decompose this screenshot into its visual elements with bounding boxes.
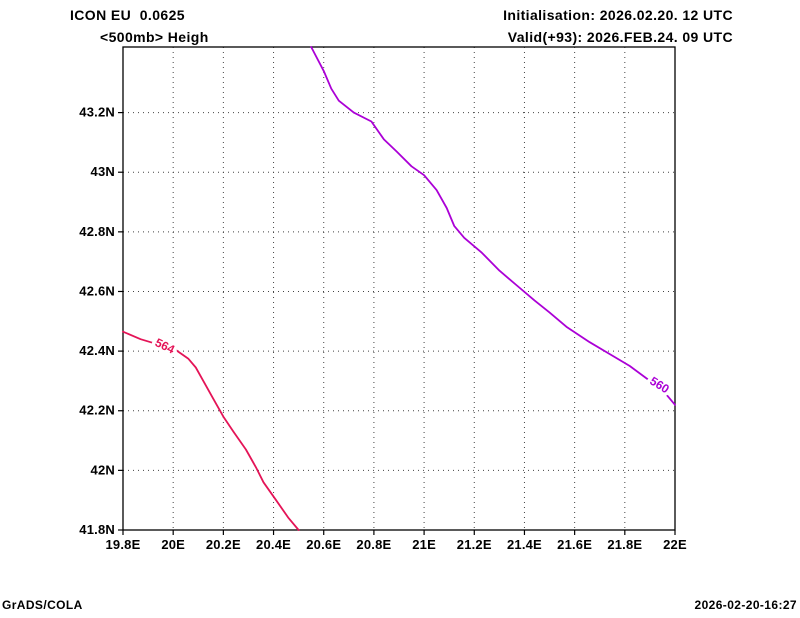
contour-line (310, 46, 676, 406)
y-tick-label: 41.8N (79, 522, 115, 537)
x-tick-label: 21.6E (557, 537, 592, 552)
graticule-grid (123, 47, 675, 530)
valid-time: Valid(+93): 2026.FEB.24. 09 UTC (507, 29, 733, 45)
y-tick-label: 43.2N (79, 105, 115, 120)
x-tick-label: 21E (412, 537, 436, 552)
contour-line (122, 330, 300, 531)
contour-value-label: 560 (647, 374, 672, 397)
x-tick-label: 20.2E (206, 537, 241, 552)
x-tick-label: 22E (663, 537, 687, 552)
x-tick-label: 21.4E (507, 537, 542, 552)
plot-frame (122, 46, 676, 531)
initialisation-time: Initialisation: 2026.02.20. 12 UTC (503, 7, 733, 23)
x-tick-label: 20.6E (306, 537, 341, 552)
x-tick-label: 20E (161, 537, 185, 552)
creation-timestamp: 2026-02-20-16:27 (694, 598, 797, 612)
contour-value-label: 564 (153, 335, 177, 357)
field-title: <500mb> Heigh (100, 29, 209, 45)
grads-cola-credit: GrADS/COLA (2, 598, 83, 612)
x-tick-label: 19.8E (106, 537, 141, 552)
x-tick-label: 20.8E (356, 537, 391, 552)
x-tick-label: 20.4E (256, 537, 291, 552)
model-title: ICON EU 0.0625 (70, 7, 185, 23)
y-tick-label: 42.6N (79, 283, 115, 298)
x-tick-label: 21.2E (457, 537, 492, 552)
y-tick-label: 42.2N (79, 403, 115, 418)
axes: 19.8E 20E 20.2E 20.4E 20.6E 20.8E 21E 21.2E 21.4… (79, 105, 687, 552)
y-tick-label: 42.8N (79, 224, 115, 239)
y-tick-label: 42.4N (79, 343, 115, 358)
y-tick-label: 43N (91, 164, 115, 179)
x-tick-label: 21.8E (607, 537, 642, 552)
y-tick-label: 42N (91, 462, 115, 477)
contour-564: 564 (122, 330, 300, 531)
